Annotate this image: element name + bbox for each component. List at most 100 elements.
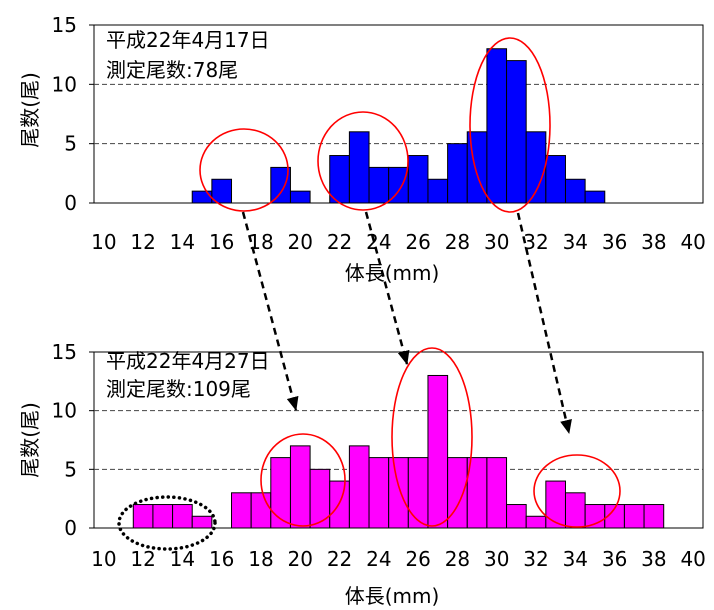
- x-axis-title: 体長(mm): [345, 584, 440, 608]
- bar-32mm: [525, 515, 547, 529]
- y-axis-title: 尾数(尾): [18, 402, 42, 478]
- bar-30mm: [486, 48, 508, 204]
- bar-26mm: [407, 155, 429, 204]
- y-axis-title: 尾数(尾): [18, 72, 42, 148]
- x-tick-label: 34: [563, 547, 588, 571]
- y-tick-label: 5: [64, 132, 77, 156]
- bar-13mm: [152, 504, 174, 529]
- y-tick-label: 10: [52, 72, 77, 96]
- bars: [132, 374, 665, 529]
- red-circle-annotation: [391, 347, 473, 527]
- x-tick-label: 18: [248, 547, 273, 571]
- bar-15mm: [191, 190, 213, 204]
- bar-25mm: [388, 457, 409, 529]
- x-tick-label: 40: [680, 547, 705, 571]
- bar-15mm: [191, 515, 213, 529]
- x-axis-title: 体長(mm): [345, 261, 440, 285]
- bars: [191, 48, 606, 204]
- bar-27mm: [427, 374, 449, 529]
- bar-34mm: [564, 492, 586, 529]
- y-tick-label: 0: [64, 191, 77, 215]
- x-tick-label: 40: [680, 230, 705, 254]
- bar-31mm: [506, 60, 527, 204]
- date-label: 平成22年4月27日: [106, 349, 270, 373]
- x-tick-label: 34: [563, 230, 588, 254]
- y-tick-label: 10: [52, 399, 77, 423]
- bar-12mm: [132, 504, 154, 529]
- y-tick-label: 15: [52, 340, 77, 364]
- bar-25mm: [388, 166, 409, 204]
- count-label: 測定尾数:78尾: [106, 58, 238, 82]
- x-tick-label: 16: [209, 230, 234, 254]
- bar-24mm: [368, 457, 390, 529]
- bar-30mm: [486, 457, 508, 529]
- x-tick-label: 20: [288, 547, 313, 571]
- bar-18mm: [250, 492, 272, 529]
- x-tick-label: 38: [641, 230, 666, 254]
- x-tick-label: 12: [130, 547, 155, 571]
- x-tick-label: 24: [366, 547, 391, 571]
- bar-23mm: [348, 445, 370, 529]
- dashed-arrow: [241, 211, 299, 411]
- x-tick-label: 36: [602, 547, 627, 571]
- x-axis: 10 12 14 16 18 20 22 24 26 28 30 32 34 36 38 40: [91, 230, 706, 254]
- bar-19mm: [270, 166, 291, 204]
- x-tick-label: 36: [602, 230, 627, 254]
- dashed-arrow: [516, 212, 572, 434]
- y-axis: 0 5 10 15: [52, 13, 94, 215]
- red-circle-annotation: [469, 37, 551, 213]
- bar-22mm: [329, 480, 350, 529]
- red-circle-annotation: [533, 454, 621, 528]
- bar-33mm: [545, 155, 566, 204]
- x-axis: 10 12 14 16 18 20 22 24 26 28 30 32 34 36 38 40: [91, 547, 706, 571]
- x-tick-label: 24: [366, 230, 391, 254]
- x-tick-label: 14: [170, 230, 195, 254]
- bar-22mm: [329, 155, 350, 204]
- x-tick-label: 14: [170, 547, 195, 571]
- bar-33mm: [545, 480, 566, 529]
- bar-28mm: [447, 457, 468, 529]
- x-tick-label: 10: [91, 230, 116, 254]
- red-circle-annotation: [260, 433, 346, 527]
- bar-16mm: [211, 178, 233, 204]
- bar-27mm: [427, 178, 449, 204]
- x-tick-label: 28: [445, 230, 470, 254]
- x-tick-label: 26: [405, 547, 430, 571]
- bar-23mm: [348, 131, 370, 204]
- bar-19mm: [270, 457, 291, 529]
- x-tick-label: 22: [327, 230, 352, 254]
- gridlines: [94, 83, 703, 145]
- x-tick-label: 26: [405, 230, 430, 254]
- bar-35mm: [584, 190, 606, 204]
- count-label: 測定尾数:109尾: [106, 377, 251, 401]
- x-tick-label: 22: [327, 547, 352, 571]
- x-tick-label: 12: [130, 230, 155, 254]
- red-circle-annotation: [317, 111, 409, 211]
- red-circle-annotation: [199, 128, 289, 212]
- dashed-arrow: [364, 211, 410, 365]
- bar-37mm: [623, 504, 645, 529]
- x-tick-label: 30: [484, 230, 509, 254]
- x-tick-label: 20: [288, 230, 313, 254]
- bar-38mm: [643, 504, 665, 529]
- y-tick-label: 15: [52, 13, 77, 37]
- y-tick-label: 0: [64, 516, 77, 540]
- x-tick-label: 10: [91, 547, 116, 571]
- date-label: 平成22年4月17日: [106, 28, 270, 52]
- bar-31mm: [506, 504, 527, 529]
- x-tick-label: 32: [523, 547, 548, 571]
- bar-26mm: [407, 457, 429, 529]
- bar-24mm: [368, 166, 390, 204]
- bar-21mm: [309, 468, 331, 529]
- bar-17mm: [231, 492, 252, 529]
- x-tick-label: 30: [484, 547, 509, 571]
- y-axis: 0 5 10 15: [52, 340, 94, 540]
- bar-28mm: [447, 143, 468, 204]
- bar-20mm: [289, 190, 311, 204]
- x-tick-label: 38: [641, 547, 666, 571]
- y-tick-label: 5: [64, 457, 77, 481]
- bar-34mm: [564, 178, 586, 204]
